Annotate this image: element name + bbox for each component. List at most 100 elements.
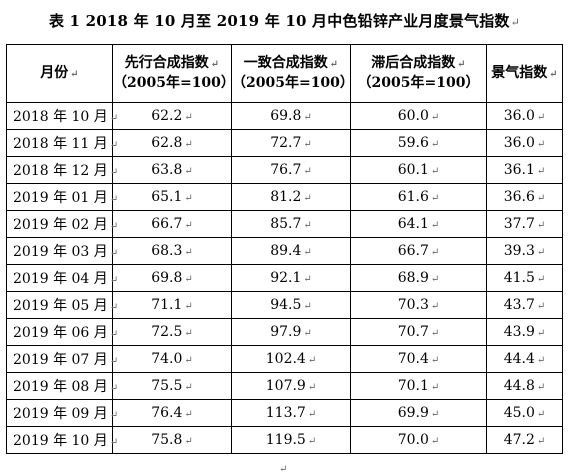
header-row: 月份 ↵ 先行合成指数 ↵ （2005年=100） 一致合成指数 ↵ （2005年=1… bbox=[6, 44, 563, 103]
cell-climate-index: 43.9 ↵ bbox=[486, 318, 563, 346]
paragraph-mark-icon: ↵ bbox=[430, 355, 440, 366]
paragraph-mark-icon: ↵ bbox=[536, 166, 546, 177]
cell-climate-index: 44.8 ↵ bbox=[486, 372, 563, 400]
paragraph-mark-icon: ↵ bbox=[210, 59, 220, 70]
table-row: 2019 年 01 月 ↵ 65.1 ↵ 81.2 ↵ 61.6 ↵ 36.6 ↵ bbox=[6, 183, 563, 211]
cell-month: 2019 年 06 月 ↵ bbox=[6, 318, 118, 346]
cell-leading-index: 63.8 ↵ bbox=[112, 156, 232, 184]
paragraph-mark-icon: ↵ bbox=[307, 382, 317, 393]
cell-coincident-index: 94.5 ↵ bbox=[231, 291, 351, 319]
cell-climate-index: 41.5 ↵ bbox=[486, 264, 563, 292]
paragraph-mark-icon: ↵ bbox=[307, 436, 317, 447]
paragraph-mark-icon: ↵ bbox=[109, 437, 119, 448]
header-month: 月份 ↵ bbox=[6, 44, 113, 103]
paragraph-mark-icon: ↵ bbox=[430, 247, 440, 258]
paragraph-mark-icon: ↵ bbox=[109, 410, 119, 421]
cell-coincident-index: 69.8 ↵ bbox=[231, 102, 351, 130]
header-leading-index: 先行合成指数 ↵ （2005年=100） bbox=[112, 44, 235, 103]
paragraph-mark-icon: ↵ bbox=[303, 274, 312, 285]
paragraph-mark-icon: ↵ bbox=[510, 16, 521, 29]
paragraph-mark-icon: ↵ bbox=[536, 247, 546, 258]
cell-month: 2018 年 11 月 ↵ bbox=[6, 129, 118, 157]
paragraph-mark-icon: ↵ bbox=[430, 382, 440, 393]
climate-index-table: 月份 ↵ 先行合成指数 ↵ （2005年=100） 一致合成指数 ↵ （2005年=1… bbox=[6, 44, 563, 454]
cell-climate-index: 36.0 ↵ bbox=[486, 102, 563, 130]
cell-month: 2019 年 08 月 ↵ bbox=[6, 372, 118, 400]
cell-climate-index: 43.7 ↵ bbox=[486, 291, 563, 319]
cell-month: 2019 年 10 月 ↵ bbox=[6, 426, 118, 454]
paragraph-mark-icon: ↵ bbox=[109, 302, 119, 313]
paragraph-mark-icon: ↵ bbox=[457, 59, 466, 70]
cell-leading-index: 62.8 ↵ bbox=[112, 129, 232, 157]
cell-coincident-index: 92.1 ↵ bbox=[231, 264, 351, 292]
cell-lagging-index: 60.0 ↵ bbox=[350, 102, 487, 130]
paragraph-mark-icon: ↵ bbox=[303, 112, 312, 123]
paragraph-mark-icon: ↵ bbox=[303, 220, 312, 231]
cell-coincident-index: 97.9 ↵ bbox=[231, 318, 351, 346]
cell-lagging-index: 70.3 ↵ bbox=[350, 291, 487, 319]
paragraph-mark-icon: ↵ bbox=[184, 166, 193, 177]
paragraph-mark-icon: ↵ bbox=[109, 194, 119, 205]
paragraph-mark-icon: ↵ bbox=[184, 220, 193, 231]
table-row: 2019 年 05 月 ↵ 71.1 ↵ 94.5 ↵ 70.3 ↵ 43.7 ↵ bbox=[6, 291, 563, 319]
cell-leading-index: 66.7 ↵ bbox=[112, 210, 232, 238]
cell-coincident-index: 119.5 ↵ bbox=[231, 426, 351, 454]
paragraph-mark-icon: ↵ bbox=[307, 355, 317, 366]
table-row: 2018 年 10 月 ↵ 62.2 ↵ 69.8 ↵ 60.0 ↵ 36.0 ↵ bbox=[6, 102, 563, 130]
paragraph-mark-icon: ↵ bbox=[184, 436, 193, 447]
cell-leading-index: 69.8 ↵ bbox=[112, 264, 232, 292]
paragraph-mark-icon: ↵ bbox=[109, 140, 119, 151]
paragraph-mark-icon: ↵ bbox=[549, 68, 558, 80]
paragraph-mark-icon: ↵ bbox=[109, 275, 119, 286]
paragraph-mark-icon: ↵ bbox=[303, 247, 312, 258]
cell-lagging-index: 60.1 ↵ bbox=[350, 156, 487, 184]
table-row: 2019 年 04 月 ↵ 69.8 ↵ 92.1 ↵ 68.9 ↵ 41.5 ↵ bbox=[6, 264, 563, 292]
paragraph-mark-icon: ↵ bbox=[430, 220, 440, 231]
table-row: 2019 年 07 月 ↵ 74.0 ↵ 102.4 ↵ 70.4 ↵ 44.4 ↵ bbox=[6, 345, 563, 373]
paragraph-mark-icon: ↵ bbox=[184, 247, 193, 258]
paragraph-mark-icon: ↵ bbox=[109, 356, 119, 367]
paragraph-mark-icon: ↵ bbox=[184, 382, 193, 393]
paragraph-mark-icon: ↵ bbox=[430, 274, 440, 285]
paragraph-mark-icon: ↵ bbox=[536, 355, 546, 366]
paragraph-mark-icon: ↵ bbox=[184, 139, 193, 150]
cell-month: 2018 年 10 月 ↵ bbox=[6, 102, 118, 130]
cell-month: 2019 年 02 月 ↵ bbox=[6, 210, 118, 238]
cell-climate-index: 44.4 ↵ bbox=[486, 345, 563, 373]
cell-coincident-index: 72.7 ↵ bbox=[231, 129, 351, 157]
table-title-text: 表 1 2018 年 10 月至 2019 年 10 月中色铅锌产业月度景气指数 bbox=[48, 12, 510, 30]
table-row: 2018 年 12 月 ↵ 63.8 ↵ 76.7 ↵ 60.1 ↵ 36.1 ↵ bbox=[6, 156, 563, 184]
paragraph-mark-icon: ↵ bbox=[109, 383, 119, 394]
paragraph-mark-icon: ↵ bbox=[184, 112, 193, 123]
paragraph-mark-icon: ↵ bbox=[536, 220, 546, 231]
cell-climate-index: 45.0 ↵ bbox=[486, 399, 563, 427]
cell-lagging-index: 59.6 ↵ bbox=[350, 129, 487, 157]
paragraph-mark-icon: ↵ bbox=[536, 409, 546, 420]
cell-leading-index: 76.4 ↵ bbox=[112, 399, 232, 427]
cell-lagging-index: 61.6 ↵ bbox=[350, 183, 487, 211]
cell-leading-index: 65.1 ↵ bbox=[112, 183, 232, 211]
paragraph-mark-icon: ↵ bbox=[184, 301, 193, 312]
paragraph-mark-icon: ↵ bbox=[303, 139, 312, 150]
paragraph-mark-icon: ↵ bbox=[109, 113, 119, 124]
cell-lagging-index: 70.0 ↵ bbox=[350, 426, 487, 454]
table-row: 2019 年 02 月 ↵ 66.7 ↵ 85.7 ↵ 64.1 ↵ 37.7 ↵ bbox=[6, 210, 563, 238]
cell-climate-index: 36.1 ↵ bbox=[486, 156, 563, 184]
header-climate-index: 景气指数 ↵ bbox=[486, 44, 563, 103]
cell-lagging-index: 69.9 ↵ bbox=[350, 399, 487, 427]
cell-leading-index: 68.3 ↵ bbox=[112, 237, 232, 265]
cell-lagging-index: 64.1 ↵ bbox=[350, 210, 487, 238]
cell-month: 2018 年 12 月 ↵ bbox=[6, 156, 118, 184]
paragraph-mark-icon: ↵ bbox=[303, 166, 312, 177]
cell-leading-index: 75.5 ↵ bbox=[112, 372, 232, 400]
cell-lagging-index: 68.9 ↵ bbox=[350, 264, 487, 292]
header-coincident-index: 一致合成指数 ↵ （2005年=100） bbox=[231, 44, 354, 103]
cell-climate-index: 37.7 ↵ bbox=[486, 210, 563, 238]
cell-month: 2019 年 04 月 ↵ bbox=[6, 264, 118, 292]
cell-coincident-index: 107.9 ↵ bbox=[231, 372, 351, 400]
cell-coincident-index: 113.7 ↵ bbox=[231, 399, 351, 427]
paragraph-mark-icon: ↵ bbox=[430, 436, 440, 447]
paragraph-mark-icon: ↵ bbox=[430, 409, 440, 420]
cell-leading-index: 71.1 ↵ bbox=[112, 291, 232, 319]
paragraph-mark-icon: ↵ bbox=[536, 328, 546, 339]
